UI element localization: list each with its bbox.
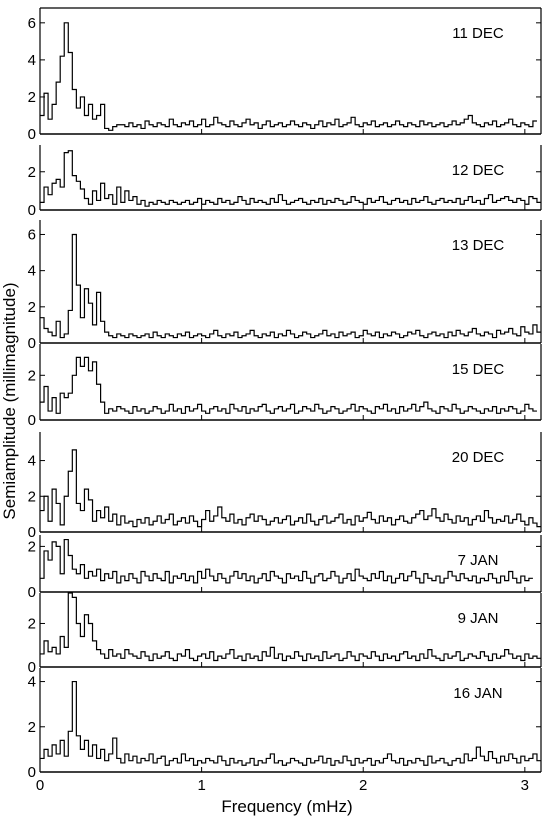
y-axis-title: Semiamplitude (millimagnitude) [0, 282, 19, 519]
y-tick-label: 4 [28, 52, 36, 69]
spectrum-trace [40, 150, 541, 207]
y-tick-label: 0 [28, 202, 36, 219]
panel-date-label: 13 DEC [452, 237, 505, 254]
spectrum-panel: 0 2 15 DEC [28, 344, 542, 429]
panel-date-label: 11 DEC [452, 25, 504, 42]
x-tick-label: 3 [521, 777, 529, 794]
y-tick-label: 0 [28, 584, 36, 601]
y-tick-label: 2 [28, 538, 36, 555]
x-axis: 0 1 2 3 [36, 777, 529, 794]
panel-date-label: 20 DEC [452, 449, 505, 466]
y-tick-label: 0 [28, 335, 36, 352]
x-tick-label: 2 [359, 777, 367, 794]
y-tick-label: 4 [28, 674, 36, 691]
y-tick-label: 0 [28, 524, 36, 541]
x-tick-label: 0 [36, 777, 44, 794]
spectrum-panel: 0 2 4 20 DEC [28, 432, 542, 541]
spectrum-trace [40, 233, 541, 339]
spectrum-trace [40, 538, 533, 584]
spectrum-trace [40, 680, 541, 766]
y-tick-label: 6 [28, 15, 36, 32]
x-tick-label: 1 [197, 777, 205, 794]
spectrum-panel: 0 2 4 16 JAN [28, 668, 542, 781]
y-tick-label: 4 [28, 263, 36, 280]
y-tick-label: 2 [28, 488, 36, 505]
y-tick-label: 2 [28, 164, 36, 181]
panel-date-label: 15 DEC [452, 361, 505, 378]
spectrum-trace [40, 22, 537, 131]
y-tick-label: 6 [28, 226, 36, 243]
y-tick-label: 2 [28, 719, 36, 736]
spectrum-trace [40, 449, 541, 528]
spectrum-panel: 0 2 7 JAN [28, 535, 542, 601]
y-tick-label: 0 [28, 764, 36, 781]
spectrum-panel: 0 2 12 DEC [28, 145, 542, 219]
y-tick-label: 2 [28, 299, 36, 316]
panel-date-label: 7 JAN [458, 552, 499, 569]
x-axis-title: Frequency (mHz) [221, 797, 352, 816]
y-tick-label: 0 [28, 126, 36, 143]
spectrum-panel: 0 2 9 JAN [28, 592, 542, 676]
spectrum-panel: 0 2 4 6 13 DEC [28, 220, 542, 352]
spectrum-trace [40, 356, 537, 414]
y-tick-label: 4 [28, 453, 36, 470]
y-tick-label: 0 [28, 659, 36, 676]
panel-date-label: 9 JAN [458, 610, 499, 627]
panel-date-label: 16 JAN [453, 685, 502, 702]
y-tick-label: 0 [28, 412, 36, 429]
y-tick-label: 2 [28, 615, 36, 632]
y-tick-label: 2 [28, 89, 36, 106]
spectrum-panel: 0 2 4 6 11 DEC [28, 7, 542, 143]
panel-date-label: 12 DEC [452, 162, 505, 179]
spectrum-trace [40, 592, 541, 662]
y-tick-label: 2 [28, 367, 36, 384]
